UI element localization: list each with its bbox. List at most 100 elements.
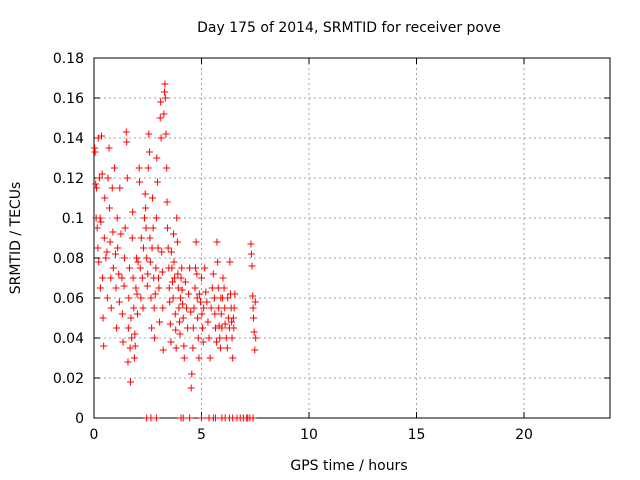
data-point <box>129 274 137 282</box>
data-point <box>109 228 117 236</box>
data-point <box>187 384 195 392</box>
data-point <box>105 144 113 152</box>
plot-frame <box>93 57 611 419</box>
data-point <box>160 110 168 118</box>
data-point <box>133 310 141 318</box>
data-point <box>158 248 166 256</box>
data-point <box>213 238 221 246</box>
data-point <box>122 128 130 136</box>
data-point <box>219 274 227 282</box>
data-point <box>249 304 257 312</box>
data-point <box>203 298 211 306</box>
y-axis-label: SRMTID / TECUs <box>8 182 24 295</box>
data-point <box>146 234 154 242</box>
data-point <box>158 268 166 276</box>
data-point <box>163 198 171 206</box>
data-point <box>148 194 156 202</box>
data-point <box>221 320 229 328</box>
data-point <box>221 304 229 312</box>
data-point <box>196 298 204 306</box>
x-axis-label: GPS time / hours <box>290 458 407 474</box>
data-point <box>105 204 113 212</box>
data-point <box>189 324 197 332</box>
y-tick-label: 0.02 <box>53 371 84 387</box>
data-point <box>155 284 163 292</box>
data-point <box>133 290 141 298</box>
data-point <box>113 214 121 222</box>
data-point <box>136 264 144 272</box>
data-point <box>136 178 144 186</box>
data-point <box>168 278 176 286</box>
data-point <box>118 274 126 282</box>
data-point <box>112 284 120 292</box>
data-point <box>139 304 147 312</box>
data-point <box>171 310 179 318</box>
data-point <box>99 314 107 322</box>
data-point <box>159 304 167 312</box>
data-point <box>205 334 213 342</box>
data-point <box>130 304 138 312</box>
data-point <box>98 132 106 140</box>
x-axis-ticks: 0 5 10 15 20 <box>90 58 533 443</box>
data-point <box>215 304 223 312</box>
data-point <box>216 344 224 352</box>
data-point <box>179 314 187 322</box>
data-point <box>157 134 165 142</box>
data-point <box>125 294 133 302</box>
data-point <box>176 318 184 326</box>
data-point <box>211 310 219 318</box>
data-point <box>164 224 172 232</box>
data-point <box>115 298 123 306</box>
data-point <box>161 88 169 96</box>
data-point <box>159 346 167 354</box>
data-point <box>248 262 256 270</box>
axes <box>93 57 611 419</box>
data-point <box>223 344 231 352</box>
data-point <box>172 326 180 334</box>
data-point <box>228 318 236 326</box>
data-point <box>216 334 224 342</box>
data-point <box>165 284 173 292</box>
data-point <box>137 234 145 242</box>
data-point <box>135 164 143 172</box>
data-point <box>190 304 198 312</box>
data-point <box>229 354 237 362</box>
data-point <box>100 342 108 350</box>
data-point <box>118 310 126 318</box>
data-point <box>161 80 169 88</box>
data-point <box>151 290 159 298</box>
data-point <box>185 290 193 298</box>
x-tick-label: 10 <box>300 427 318 443</box>
data-point <box>193 294 201 302</box>
data-point <box>149 224 157 232</box>
data-point <box>198 310 206 318</box>
data-point <box>127 314 135 322</box>
data-point <box>143 254 151 262</box>
data-point <box>207 304 215 312</box>
data-point <box>170 258 178 266</box>
data-point <box>198 274 205 282</box>
chart-title: Day 175 of 2014, SRMTID for receiver pov… <box>197 20 501 36</box>
data-point <box>208 284 216 292</box>
data-point <box>125 264 133 272</box>
data-point <box>116 184 124 192</box>
data-point <box>128 234 136 242</box>
data-point <box>144 270 152 278</box>
data-point <box>154 244 162 252</box>
data-point <box>187 308 195 316</box>
data-point <box>229 314 237 322</box>
data-point <box>166 298 174 306</box>
data-point <box>113 324 121 332</box>
data-point <box>126 344 134 352</box>
data-point <box>112 250 119 258</box>
data-point <box>251 346 259 354</box>
data-point <box>146 258 154 266</box>
data-point <box>247 240 255 248</box>
data-point <box>151 334 159 342</box>
data-point <box>91 148 99 156</box>
zero-data-point <box>211 414 219 422</box>
data-point <box>141 190 149 198</box>
data-point <box>121 224 129 232</box>
data-point <box>252 334 260 342</box>
data-point <box>145 130 153 138</box>
